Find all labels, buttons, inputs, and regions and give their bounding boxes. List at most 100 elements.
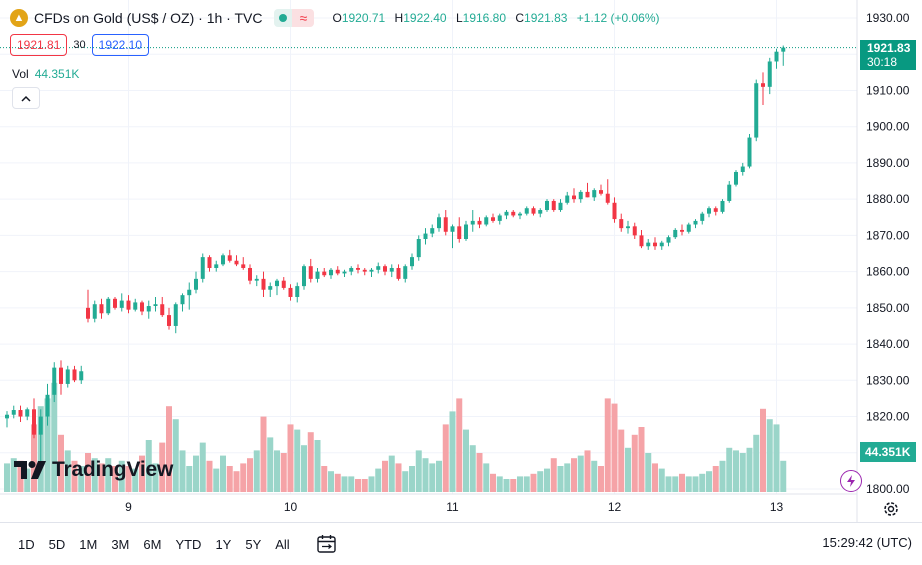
- candle-body: [720, 200, 725, 212]
- volume-bar: [314, 440, 321, 492]
- time-tick-label: 13: [770, 500, 784, 514]
- price-tick-label: 1840.00: [866, 337, 910, 351]
- volume-bar: [361, 479, 368, 492]
- volume-bar: [510, 479, 517, 492]
- volume-bar: [645, 453, 652, 492]
- candle-body: [774, 51, 779, 62]
- volume-bar: [503, 479, 510, 492]
- candle-body: [268, 286, 273, 290]
- candle-body: [52, 367, 57, 395]
- volume-bar: [125, 466, 132, 492]
- candle-body: [86, 307, 90, 319]
- volume-bar: [85, 453, 91, 492]
- candle-body: [612, 202, 617, 220]
- open-label: O: [332, 11, 342, 25]
- candle-body: [686, 224, 691, 232]
- symbol-title[interactable]: CFDs on Gold (US$ / OZ) · 1h · TVC: [34, 10, 263, 26]
- candle-body: [362, 269, 367, 272]
- candle-body: [194, 278, 198, 290]
- candle-body: [761, 83, 765, 87]
- candle-body: [295, 286, 300, 297]
- candle-body: [167, 315, 171, 326]
- grid-lines: [0, 0, 857, 494]
- volume-bar: [537, 471, 544, 492]
- candle-body: [457, 226, 462, 240]
- volume-bar: [598, 466, 604, 492]
- candle-body: [72, 369, 77, 381]
- range-all[interactable]: All: [275, 536, 290, 552]
- time-axis[interactable]: 9 10 11 12 13: [125, 500, 783, 514]
- volume-bar: [773, 424, 780, 492]
- price-axis[interactable]: 1800.001810.001820.001830.001840.001850.…: [866, 11, 910, 496]
- candle-body: [518, 213, 522, 216]
- volume-bar: [638, 427, 645, 492]
- range-5y[interactable]: 5Y: [245, 536, 262, 552]
- volume-bar: [422, 458, 429, 492]
- candle-body: [646, 242, 651, 247]
- volume-bar: [712, 466, 719, 492]
- candle-body: [38, 416, 43, 435]
- range-ytd[interactable]: YTD: [175, 536, 202, 552]
- range-1d[interactable]: 1D: [18, 536, 35, 552]
- ohlc-values: O1920.71 H1922.40 L1916.80 C1921.83 +1.1…: [332, 11, 659, 25]
- volume-bar: [321, 466, 328, 492]
- volume-bar: [91, 458, 98, 492]
- price-tick-label: 1850.00: [866, 301, 910, 315]
- close-value: 1921.83: [524, 11, 568, 25]
- candlestick-chart[interactable]: 1800.001810.001820.001830.001840.001850.…: [0, 0, 922, 522]
- market-open-icon: [274, 9, 293, 27]
- volume-bar: [469, 445, 476, 492]
- volume-bar: [253, 450, 260, 492]
- candle-body: [92, 304, 97, 319]
- candle-body: [383, 266, 387, 272]
- volume-bar: [726, 447, 733, 492]
- range-3m[interactable]: 3M: [111, 536, 130, 552]
- candle-body: [207, 257, 212, 268]
- market-status[interactable]: ≈: [274, 9, 315, 27]
- range-1m[interactable]: 1M: [79, 536, 98, 552]
- bid-price[interactable]: 1921.81: [10, 34, 68, 56]
- candle-body: [180, 295, 185, 305]
- collapse-legend-button[interactable]: [12, 87, 40, 109]
- candle-body: [747, 137, 752, 167]
- range-1y[interactable]: 1Y: [215, 536, 232, 552]
- candle-body: [470, 220, 475, 225]
- volume-bar: [226, 466, 233, 492]
- volume-bar: [760, 408, 766, 492]
- candle-body: [396, 267, 401, 279]
- candle-body: [693, 220, 698, 225]
- range-6m[interactable]: 6M: [143, 536, 162, 552]
- candle-body: [261, 278, 266, 290]
- candle-body: [281, 280, 286, 288]
- lightning-icon: [847, 475, 855, 487]
- candles: [5, 45, 786, 464]
- volume-label: Vol: [12, 67, 29, 81]
- ask-price[interactable]: 1922.10: [91, 34, 150, 56]
- candle-body: [65, 369, 70, 384]
- gear-icon[interactable]: [882, 500, 900, 518]
- volume-bar: [449, 411, 456, 492]
- economic-event-icon[interactable]: [840, 470, 862, 492]
- high-value: 1922.40: [403, 11, 447, 25]
- current-price-badge: 1921.83 30:18: [860, 40, 916, 70]
- price-tick-label: 1860.00: [866, 265, 910, 279]
- candle-body: [558, 202, 563, 211]
- calendar-range-icon[interactable]: [316, 534, 338, 554]
- price-tick-label: 1800.00: [866, 482, 910, 496]
- volume-bar: [172, 419, 179, 492]
- volume-bar: [611, 403, 618, 492]
- volume-bar: [166, 406, 172, 492]
- volume-bar: [159, 442, 166, 492]
- candle-body: [491, 217, 495, 221]
- volume-bar: [429, 463, 436, 492]
- candle-body: [79, 371, 84, 381]
- utc-clock[interactable]: 15:29:42 (UTC): [822, 535, 912, 550]
- tradingview-logo[interactable]: TradingView: [14, 458, 173, 482]
- time-tick-label: 10: [284, 500, 298, 514]
- volume-bar: [375, 468, 382, 492]
- volume-bar: [395, 463, 402, 492]
- candle-body: [288, 287, 293, 297]
- tradingview-logo-icon: [14, 461, 46, 479]
- range-5d[interactable]: 5D: [48, 536, 66, 552]
- volume-bar: [490, 473, 496, 492]
